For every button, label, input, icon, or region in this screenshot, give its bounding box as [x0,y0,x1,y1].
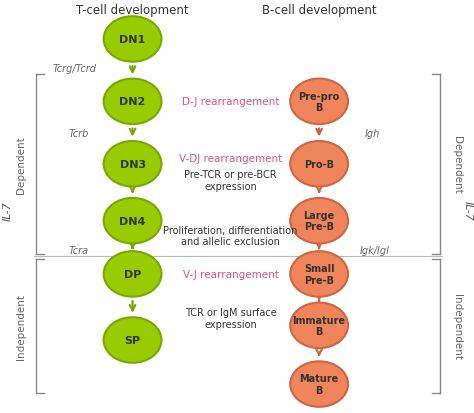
Text: B-cell development: B-cell development [262,4,376,17]
Text: Large
Pre-B: Large Pre-B [303,210,335,232]
Circle shape [104,17,162,62]
Circle shape [104,198,162,244]
Text: Independent: Independent [16,293,26,359]
Circle shape [290,198,348,244]
Text: DN3: DN3 [119,159,146,169]
Text: V-J rearrangement: V-J rearrangement [182,269,278,279]
Text: Mature
B: Mature B [300,373,339,395]
Text: Igh: Igh [365,129,380,139]
Text: T-cell development: T-cell development [76,4,189,17]
Text: D-J rearrangement: D-J rearrangement [182,97,279,107]
Text: IL-7: IL-7 [463,200,473,220]
Text: Independent: Independent [452,293,462,359]
Text: SP: SP [125,335,141,345]
Text: Small
Pre-B: Small Pre-B [304,263,335,285]
Text: DP: DP [124,269,141,279]
Text: Dependent: Dependent [452,135,462,193]
Circle shape [290,142,348,187]
Circle shape [290,303,348,348]
Circle shape [104,142,162,187]
Circle shape [104,318,162,363]
Circle shape [104,79,162,125]
Text: Tcrg/Tcrd: Tcrg/Tcrd [52,64,96,74]
Text: Proliferation, differentiation
and allelic exclusion: Proliferation, differentiation and allel… [164,225,298,247]
Text: V-DJ rearrangement: V-DJ rearrangement [179,153,282,163]
Text: DN1: DN1 [119,35,146,45]
Text: Pro-B: Pro-B [304,159,334,169]
Text: Pre-TCR or pre-BCR
expression: Pre-TCR or pre-BCR expression [184,170,277,192]
Text: Tcrb: Tcrb [69,129,89,139]
Text: Pre-pro
B: Pre-pro B [299,91,340,113]
Text: IL-7: IL-7 [2,200,13,220]
Text: TCR or IgM surface
expression: TCR or IgM surface expression [185,307,276,329]
Text: Tcra: Tcra [69,245,89,256]
Text: Dependent: Dependent [16,135,26,193]
Text: Immature
B: Immature B [292,315,346,336]
Circle shape [290,252,348,297]
Circle shape [104,252,162,297]
Text: Igk/Igl: Igk/Igl [360,245,390,256]
Circle shape [290,361,348,407]
Text: DN2: DN2 [119,97,146,107]
Text: DN4: DN4 [119,216,146,226]
Circle shape [290,79,348,125]
